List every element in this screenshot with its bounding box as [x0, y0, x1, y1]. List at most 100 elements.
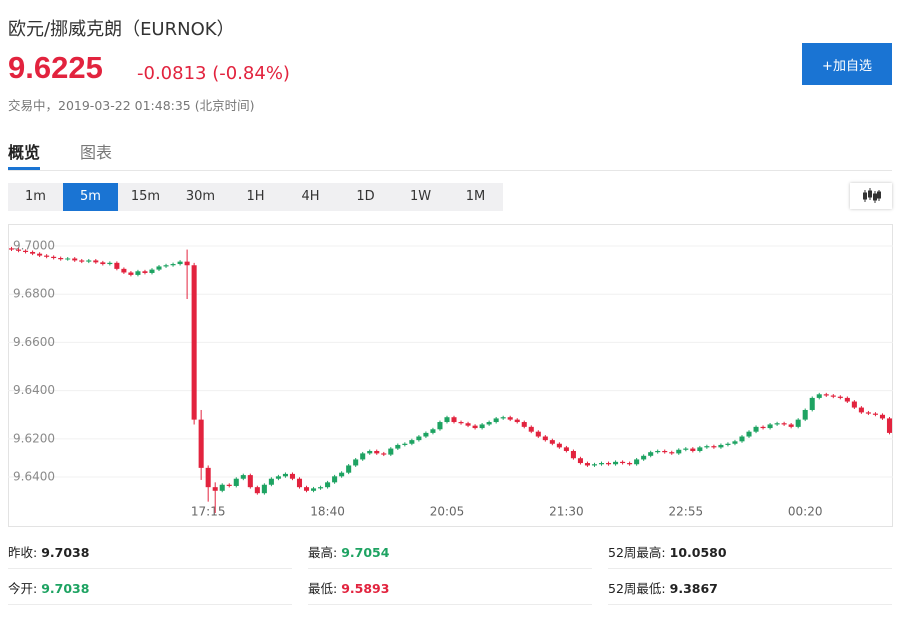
candle-body	[837, 396, 843, 398]
y-tick-label: 9.6200	[13, 431, 55, 445]
candle-body	[858, 407, 864, 413]
candle-body	[107, 262, 113, 265]
stat: 今开: 9.7038	[8, 578, 89, 597]
candle-body	[542, 436, 548, 441]
stat-value: 9.3867	[669, 581, 718, 596]
candle-body	[100, 262, 106, 265]
candle-body	[142, 271, 148, 273]
candle-body	[830, 395, 836, 397]
candle-body	[465, 423, 471, 426]
candle-body	[746, 431, 752, 437]
candle-body	[521, 422, 527, 427]
candle-body	[437, 422, 443, 430]
candle-body	[774, 423, 780, 425]
stat-value: 9.5893	[341, 581, 390, 596]
candle-body	[507, 417, 513, 420]
candle-body	[163, 265, 169, 267]
candle-body	[388, 448, 394, 455]
price: 9.6225	[8, 50, 103, 85]
candle-body	[156, 266, 162, 270]
stat-value: 9.7038	[41, 581, 90, 596]
candle-body	[865, 412, 871, 414]
candle-body	[563, 447, 569, 451]
period-button[interactable]: 1m	[25, 189, 46, 204]
candle-body	[493, 418, 499, 423]
x-tick-label: 21:30	[549, 505, 584, 519]
stat-label: 今开:	[8, 581, 38, 596]
candle-body	[584, 463, 590, 466]
candle-body	[444, 417, 450, 423]
stat-value: 9.7038	[41, 545, 90, 560]
period-button[interactable]: 15m	[130, 189, 161, 204]
period-button[interactable]: 30m	[185, 189, 216, 204]
candle-body	[93, 260, 99, 263]
stat-divider	[608, 604, 892, 605]
candle-body	[65, 258, 71, 260]
tab[interactable]: 概览	[8, 143, 41, 162]
candle-body	[851, 401, 857, 408]
period-button[interactable]: 1D	[356, 189, 375, 204]
candle-body	[535, 431, 541, 437]
candle-body	[514, 419, 520, 423]
candle-body	[676, 449, 682, 454]
candle-body	[430, 429, 436, 433]
candle-body	[725, 443, 731, 445]
candle-body	[577, 458, 583, 464]
period-button[interactable]: 1W	[409, 189, 432, 204]
x-tick-label: 22:55	[669, 505, 704, 519]
tab[interactable]: 图表	[80, 143, 113, 162]
candle-body	[191, 265, 197, 420]
candle-body	[198, 419, 204, 468]
candle-body	[641, 455, 647, 460]
x-tick-label: 17:15	[191, 505, 226, 519]
candle-body	[655, 450, 661, 453]
stat-divider	[8, 604, 292, 605]
candle-body	[205, 467, 211, 488]
title: 欧元/挪威克朗（EURNOK）	[8, 19, 235, 40]
stat-divider	[308, 604, 592, 605]
change-pct: (-0.84%)	[212, 63, 290, 84]
chart-type-button[interactable]	[850, 183, 892, 209]
candle-body	[58, 258, 64, 260]
candle-body	[381, 453, 387, 455]
candle-body	[219, 484, 225, 491]
candle-body	[86, 260, 92, 262]
candle-body	[479, 424, 485, 429]
candle-body	[570, 450, 576, 459]
candle-body	[346, 465, 352, 473]
candle-body	[289, 473, 295, 479]
candle-body	[395, 444, 401, 449]
candle-body	[816, 394, 822, 398]
candle-body	[648, 452, 654, 456]
candle-body	[627, 463, 633, 465]
period-button[interactable]: 4H	[301, 189, 320, 204]
candle-body	[51, 256, 57, 259]
stat-divider	[308, 568, 592, 569]
candle-body	[732, 441, 738, 444]
candle-body	[296, 478, 303, 488]
candle-body	[275, 476, 281, 479]
stat: 52周最高: 10.0580	[608, 542, 727, 561]
add-watchlist-button[interactable]: +加自选	[802, 43, 892, 85]
candle-body	[121, 268, 127, 273]
candle-body	[753, 426, 759, 432]
candle-body	[690, 448, 696, 451]
candle-body	[353, 459, 359, 466]
candle-body	[718, 444, 724, 448]
candle-body	[23, 250, 29, 252]
period-button[interactable]: 5m	[63, 183, 118, 211]
candle-body	[261, 484, 267, 494]
period-button[interactable]: 1H	[246, 189, 265, 204]
candle-body	[79, 260, 85, 262]
candle-body	[886, 418, 893, 433]
tab-divider	[8, 170, 892, 171]
stat-value: 10.0580	[669, 545, 727, 560]
stat-label: 最高:	[308, 545, 338, 560]
candle-body	[170, 264, 176, 266]
candle-body	[598, 463, 605, 465]
candle-body	[613, 461, 619, 465]
candle-body	[409, 440, 415, 444]
period-button[interactable]: 1M	[465, 189, 486, 204]
